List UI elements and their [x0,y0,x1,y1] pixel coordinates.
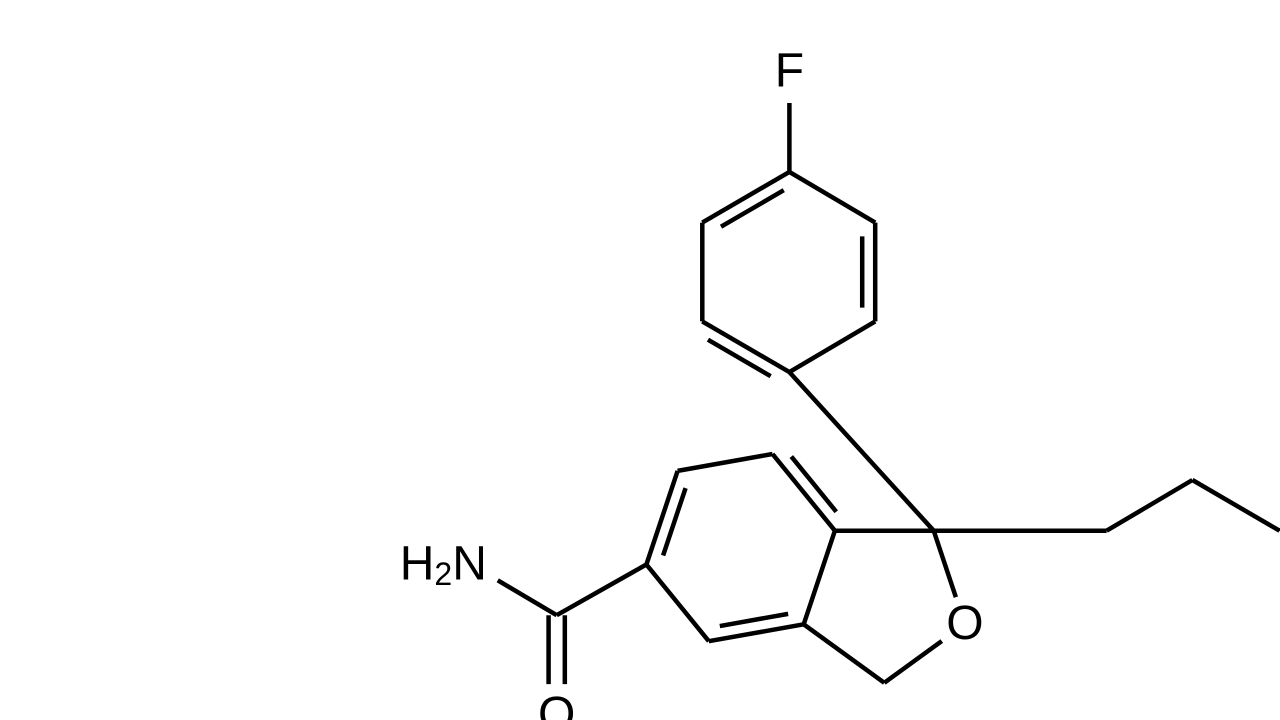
bond [1192,480,1279,531]
molecule-diagram: FOONH2N [0,0,1280,720]
bond [789,372,933,531]
bond [646,471,677,565]
bond [702,172,789,223]
bond [789,321,875,372]
atom-label: F [775,44,804,97]
atom-label: O [946,597,983,650]
amide-nh2-label: H2N [400,537,487,592]
bond [884,641,941,683]
bond [678,454,773,471]
bond [1107,480,1193,531]
bond [646,565,708,642]
bond [934,531,956,597]
bond [557,565,647,616]
bond [804,624,885,683]
atom-label: O [538,688,575,720]
bond [720,614,788,626]
bond [702,321,789,372]
bond [789,172,875,223]
bond [804,531,835,625]
bond [498,580,557,615]
bond [773,454,835,531]
